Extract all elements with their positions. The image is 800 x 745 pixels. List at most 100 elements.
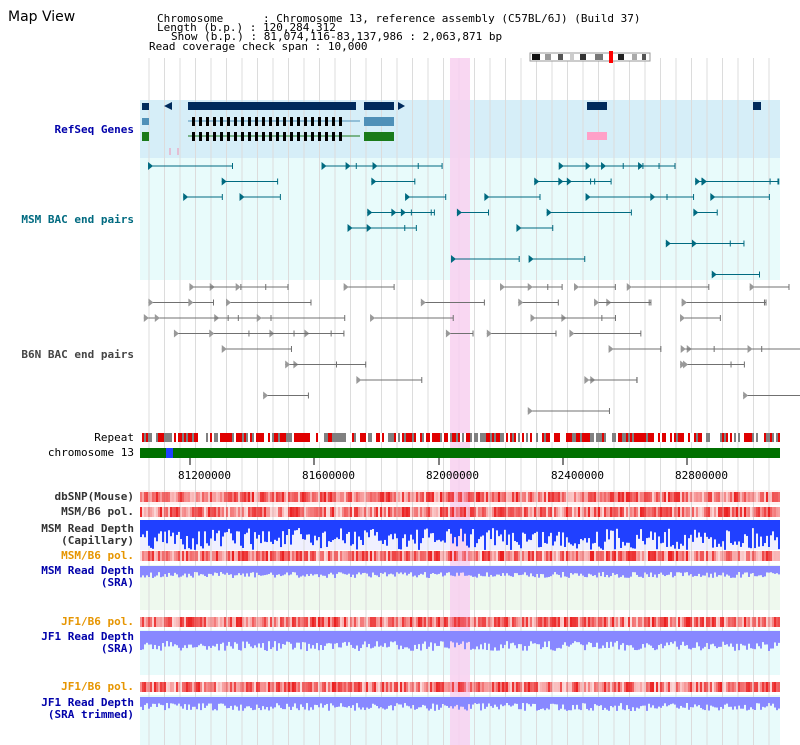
pol-segment [220, 551, 222, 561]
depth-bar [560, 566, 562, 578]
track-label-refseq[interactable]: RefSeq Genes [54, 123, 134, 136]
pol-segment [220, 682, 222, 692]
pol-segment [376, 507, 378, 517]
pol-segment [350, 617, 352, 627]
pol-segment [396, 551, 398, 561]
depth-bar [366, 697, 368, 708]
depth-bar [560, 697, 562, 709]
depth-bar [756, 520, 758, 534]
pol-segment [532, 551, 534, 561]
depth-bar [756, 631, 758, 644]
depth-bar [570, 697, 572, 711]
depth-bar [322, 697, 324, 708]
depth-bar [462, 697, 464, 707]
pol-segment [518, 492, 520, 502]
pol-segment [670, 682, 672, 692]
pol-segment [724, 551, 726, 561]
track-label-msm-depth-cap[interactable]: MSM Read Depth [41, 522, 134, 535]
depth-bar [296, 566, 298, 576]
depth-bar [480, 697, 482, 711]
depth-bar [650, 631, 652, 646]
track-label-jf1-depth-sra[interactable]: JF1 Read Depth [41, 630, 134, 643]
depth-bar [184, 520, 186, 550]
depth-bar [724, 566, 726, 577]
depth-bar [350, 520, 352, 546]
bac-end-arrow [518, 298, 524, 307]
pol-segment [774, 617, 776, 627]
depth-bar [458, 697, 460, 710]
depth-bar [588, 566, 590, 574]
depth-bar [718, 631, 720, 647]
pol-segment [200, 617, 202, 627]
pol-segment [154, 682, 156, 692]
depth-bar [166, 631, 168, 642]
track-label-msm-depth-sra[interactable]: MSM Read Depth [41, 564, 134, 577]
pol-segment [298, 507, 300, 517]
pol-segment [472, 507, 474, 517]
track-label-dbsnp[interactable]: dbSNP(Mouse) [54, 490, 134, 503]
repeat-segment [724, 433, 726, 442]
pol-segment [218, 551, 220, 561]
depth-bar [190, 697, 192, 710]
pol-segment [464, 617, 466, 627]
track-label-jf1-b6-pol-1[interactable]: JF1/B6 pol. [61, 615, 134, 628]
pol-segment [496, 617, 498, 627]
pol-segment [410, 507, 412, 517]
pol-segment [526, 492, 528, 502]
depth-bar [358, 697, 360, 708]
pol-segment [374, 492, 376, 502]
track-label-msm-depth-sra-sub: (SRA) [100, 576, 134, 589]
track-label-jf1-b6-pol-2[interactable]: JF1/B6 pol. [61, 680, 134, 693]
pol-segment [232, 551, 234, 561]
track-label-msm-b6-pol-1[interactable]: MSM/B6 pol. [61, 505, 134, 518]
depth-bar [770, 697, 772, 706]
pol-segment [748, 507, 750, 517]
pol-segment [298, 682, 300, 692]
bac-end-arrow [372, 162, 378, 170]
pol-segment [204, 682, 206, 692]
gene-exon [248, 117, 251, 126]
depth-bar [562, 566, 564, 573]
pol-segment [212, 551, 214, 561]
pol-segment [490, 617, 492, 627]
depth-bar [628, 566, 630, 578]
track-label-jf1-depth-trim[interactable]: JF1 Read Depth [41, 696, 134, 709]
depth-bar [580, 631, 582, 645]
pol-segment [248, 492, 250, 502]
pol-segment [710, 492, 712, 502]
bac-end-arrow [367, 208, 373, 217]
depth-bar [222, 631, 224, 643]
depth-bar [700, 697, 702, 708]
pol-segment [226, 551, 228, 561]
repeat-segment [520, 433, 522, 442]
pol-segment [340, 507, 342, 517]
depth-bar [324, 631, 326, 646]
pol-segment [650, 492, 652, 502]
pol-segment [402, 507, 404, 517]
pol-segment [530, 551, 532, 561]
pol-segment [338, 507, 340, 517]
depth-bar [680, 520, 682, 544]
depth-bar [590, 697, 592, 709]
repeat-segment [182, 433, 184, 442]
pol-segment [532, 617, 534, 627]
depth-bar [564, 520, 566, 547]
track-label-msm-bac[interactable]: MSM BAC end pairs [21, 213, 134, 226]
track-label-b6n-bac[interactable]: B6N BAC end pairs [21, 348, 134, 361]
depth-bar [718, 566, 720, 576]
depth-bar [274, 520, 276, 540]
repeat-segment [492, 433, 494, 442]
pol-segment [358, 507, 360, 517]
pol-segment [534, 507, 536, 517]
depth-bar [662, 520, 664, 543]
track-label-msm-b6-pol-2[interactable]: MSM/B6 pol. [61, 549, 134, 562]
depth-bar [268, 566, 270, 575]
pol-segment [596, 507, 598, 517]
pol-segment [194, 551, 196, 561]
depth-bar [546, 566, 548, 578]
depth-bar [396, 520, 398, 539]
depth-bar [328, 697, 330, 711]
pol-segment [320, 551, 322, 561]
depth-bar [718, 697, 720, 711]
